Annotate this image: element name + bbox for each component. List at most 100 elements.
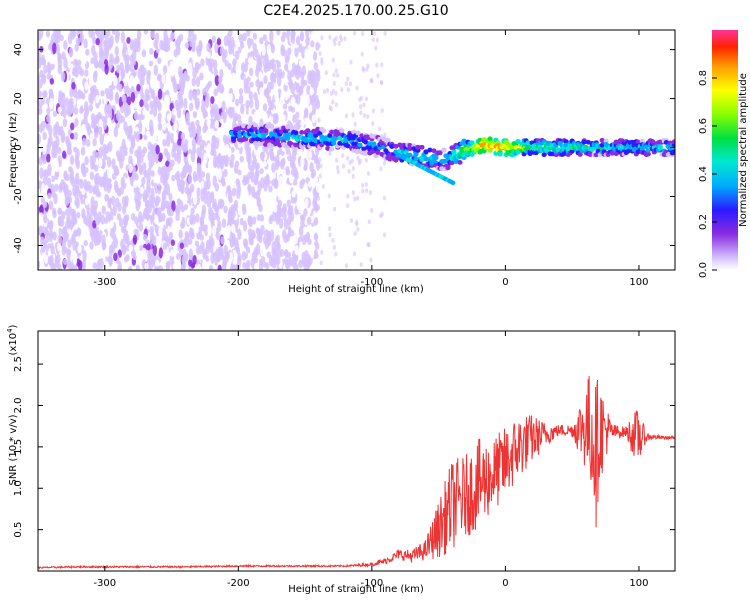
spectrogram-noise-cell — [349, 59, 353, 65]
snr-y-multiplier-exp: 4 — [6, 328, 14, 333]
spectrogram-noise-cell — [43, 64, 48, 75]
spectrogram-noise-cell — [42, 131, 47, 141]
spectrogram-noise-cell — [85, 48, 90, 56]
spectrogram-noise-cell — [245, 259, 251, 267]
spectrogram-noise-cell — [217, 264, 222, 270]
spectrogram-noise-cell — [317, 43, 321, 49]
spectrogram-ridge-cell — [423, 149, 429, 155]
spectrogram-noise-cell — [139, 99, 144, 108]
spectrogram-ridge-cell — [509, 144, 515, 150]
spectrogram-noise-cell — [73, 229, 78, 238]
spectrogram-noise-cell — [38, 259, 41, 270]
spectrogram-noise-cell — [208, 213, 213, 222]
spectrogram-noise-cell — [133, 110, 139, 120]
spectrogram-noise-cell — [113, 75, 118, 87]
spectrogram-noise-cell — [171, 174, 176, 182]
spectrogram-ridge-cell — [487, 136, 493, 142]
spectrogram-noise-cell — [155, 259, 160, 267]
spectrogram-noise-cell — [272, 63, 277, 73]
spectrogram-noise-cell — [227, 147, 232, 158]
spectrogram-x-tick-label: -300 — [93, 277, 116, 288]
spectrogram-ridge-cell — [363, 139, 369, 145]
spectrogram-noise-cell — [262, 160, 268, 167]
spectrogram-ridge-cell — [585, 139, 591, 145]
spectrogram-noise-cell — [104, 48, 109, 60]
spectrogram-ridge-cell — [331, 140, 337, 146]
spectrogram-noise-cell — [41, 58, 46, 66]
spectrogram-noise-cell — [217, 220, 222, 233]
snr-y-tick-label: 2.5 — [13, 356, 24, 372]
spectrogram-noise-cell — [289, 156, 295, 168]
spectrogram-noise-cell — [120, 68, 126, 80]
spectrogram-noise-cell — [313, 232, 319, 241]
spectrogram-noise-cell — [336, 169, 340, 175]
spectrogram-noise-cell — [259, 37, 264, 45]
spectrogram-noise-cell — [131, 166, 137, 177]
spectrogram-noise-cell — [162, 138, 167, 147]
spectrogram-noise-cell — [258, 71, 263, 82]
spectrogram-noise-cell — [174, 204, 179, 215]
spectrogram-noise-cell — [191, 138, 197, 149]
spectrogram-noise-cell — [115, 56, 120, 64]
spectrogram-noise-cell — [92, 205, 98, 212]
spectrogram-noise-cell — [199, 72, 204, 81]
spectrogram-noise-cell — [212, 225, 217, 236]
spectrogram-noise-cell — [273, 112, 279, 120]
spectrogram-noise-cell — [157, 122, 163, 131]
spectrogram-noise-cell — [121, 204, 127, 215]
spectrogram-noise-cell — [303, 208, 308, 217]
spectrogram-noise-cell — [332, 80, 336, 86]
spectrogram-noise-cell — [245, 106, 250, 115]
spectrogram-noise-cell — [48, 221, 54, 233]
spectrogram-noise-cell — [130, 91, 136, 103]
spectrogram-noise-cell — [235, 149, 240, 157]
spectrogram-noise-cell — [204, 97, 210, 109]
spectrogram-noise-cell — [219, 248, 224, 260]
spectrogram-noise-cell — [46, 177, 52, 188]
spectrogram-noise-cell — [258, 56, 263, 67]
spectrogram-ridge-cell — [645, 151, 651, 157]
snr-panel: -300 -200 -100 0 100 0.5 1.0 1.5 2.0 2.5 Height … — [6, 324, 676, 595]
spectrogram-noise-cell — [98, 146, 104, 159]
spectrogram-noise-cell — [136, 149, 141, 161]
spectrogram-noise-cell — [64, 231, 69, 242]
spectrogram-noise-cell — [280, 35, 286, 43]
spectrogram-noise-cell — [88, 250, 94, 262]
spectrogram-noise-cell — [75, 37, 81, 47]
spectrogram-noise-cell — [46, 73, 51, 80]
spectrogram-noise-cell — [339, 37, 344, 43]
spectrogram-noise-cell — [180, 221, 185, 230]
spectrogram-noise-cell — [90, 30, 96, 40]
spectrogram-noise-cell — [344, 113, 348, 119]
spectrogram-noise-cell — [299, 180, 304, 190]
spectrogram-noise-cell — [93, 235, 99, 247]
spectrogram-noise-cell — [276, 149, 281, 156]
spectrogram-noise-cell — [108, 141, 113, 153]
spectrogram-noise-cell — [200, 58, 205, 67]
spectrogram-noise-cell — [118, 217, 124, 228]
spectrogram-noise-cell — [123, 229, 129, 238]
spectrogram-noise-cell — [336, 165, 340, 171]
spectrogram-noise-cell — [38, 73, 41, 85]
spectrogram-noise-cell — [176, 198, 182, 206]
spectrogram-noise-cell — [65, 173, 70, 182]
spectrogram-noise-cell — [103, 39, 108, 46]
spectrogram-noise-cell — [243, 83, 249, 94]
spectrogram-noise-cell — [60, 71, 66, 82]
spectrogram-noise-cell — [176, 145, 181, 154]
spectrogram-noise-cell — [367, 219, 371, 225]
spectrogram-noise-cell — [92, 72, 98, 83]
spectrogram-noise-cell — [83, 100, 89, 113]
spectrogram-noise-cell — [262, 103, 268, 112]
spectrogram-y-tick-label: 0 — [13, 144, 24, 150]
spectrogram-noise-cell — [348, 160, 352, 166]
spectrogram-noise-cell — [220, 111, 226, 120]
spectrogram-noise-cell — [236, 76, 242, 86]
spectrogram-noise-cell — [194, 225, 199, 234]
spectrogram-noise-cell — [156, 183, 162, 195]
spectrogram-ridge-cell — [253, 140, 259, 146]
spectrogram-ridge-cell — [293, 130, 299, 136]
snr-y-tick-label: 0.5 — [13, 522, 24, 538]
spectrogram-noise-cell — [40, 183, 46, 195]
spectrogram-noise-cell — [216, 38, 222, 46]
